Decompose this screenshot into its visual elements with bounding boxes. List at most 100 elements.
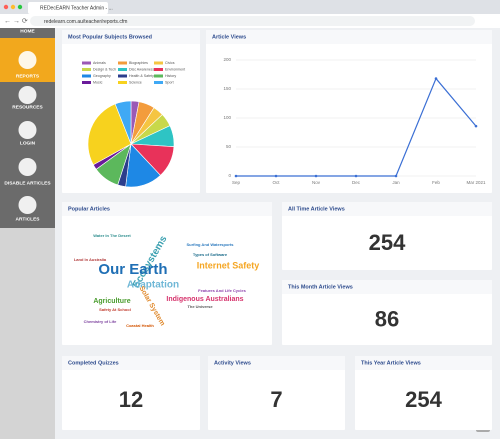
nav-icon[interactable]	[18, 158, 37, 176]
line-point	[274, 174, 278, 178]
legend-label: Civics	[165, 61, 175, 65]
nav-label[interactable]: HOME	[20, 28, 35, 34]
legend-swatch	[82, 68, 91, 71]
y-tick-label: 0	[228, 173, 231, 178]
card	[208, 356, 345, 430]
nav-label[interactable]: LOGIN	[20, 140, 36, 146]
card-title: All Time Article Views	[288, 206, 345, 212]
stat-value: 12	[119, 387, 143, 412]
card	[282, 280, 492, 345]
legend-swatch	[118, 61, 127, 65]
word[interactable]: Land In Australia	[74, 257, 107, 262]
word[interactable]: Water In The Desert	[93, 233, 131, 238]
window-close[interactable]	[3, 4, 9, 10]
nav-label[interactable]: ARTICLES	[16, 216, 41, 222]
word[interactable]: Internet Safety	[197, 260, 260, 270]
x-tick-label: Nov	[312, 180, 321, 185]
legend-swatch	[118, 81, 127, 84]
word[interactable]: Agriculture	[93, 298, 130, 305]
legend-swatch	[82, 81, 91, 84]
card-title: This Year Article Views	[361, 360, 421, 366]
card	[206, 30, 492, 193]
word[interactable]: Chemistry of Life	[84, 319, 117, 324]
card-header	[62, 356, 200, 370]
legend-swatch	[118, 74, 127, 78]
sidebar-empty	[0, 228, 55, 439]
nav-icon[interactable]	[18, 86, 37, 104]
x-tick-label: Feb	[432, 180, 440, 185]
nav-label[interactable]: REPORTS	[16, 73, 40, 79]
x-tick-label: Oct	[272, 180, 280, 185]
card-title: Popular Articles	[68, 206, 110, 212]
tab[interactable]	[28, 2, 108, 14]
window-minimize[interactable]	[10, 4, 16, 10]
tab-title: REDecEARN Teacher Admin - ...	[40, 5, 113, 11]
word[interactable]: Surfing And Watersports	[186, 242, 234, 247]
y-tick-label: 150	[223, 86, 231, 91]
pie-slice	[114, 100, 132, 145]
word[interactable]: Features And Life Cycles	[198, 288, 246, 293]
word[interactable]: Adaptation	[127, 280, 179, 291]
word[interactable]: Types of Software	[193, 252, 228, 257]
card	[355, 356, 492, 430]
line-point	[314, 174, 318, 178]
window-zoom[interactable]	[17, 4, 23, 10]
legend-label: Biographies	[129, 61, 148, 65]
nav-buttons[interactable]: ← → ⟳	[4, 18, 28, 25]
word[interactable]: Safety At School	[99, 307, 131, 312]
line-point	[354, 174, 358, 178]
y-tick-label: 100	[223, 115, 231, 120]
legend-swatch	[154, 74, 163, 78]
legend-label: Design & Tech	[93, 67, 116, 71]
stat-value: 254	[405, 387, 442, 412]
legend-label: Disc Awareness	[129, 67, 155, 71]
legend-swatch	[82, 61, 91, 65]
nav-label[interactable]: RESOURCES	[12, 104, 43, 110]
legend-label: Environment	[165, 67, 185, 71]
card-title: This Month Article Views	[288, 284, 353, 290]
legend-label: History	[165, 74, 176, 78]
card	[62, 356, 200, 430]
card-title: Activity Views	[214, 360, 251, 366]
card-title: Most Popular Subjects Browsed	[68, 34, 152, 40]
word[interactable]: Our Earth	[98, 261, 167, 278]
pie-slice	[87, 103, 132, 166]
y-tick-label: 50	[226, 144, 232, 149]
card-header	[355, 356, 492, 370]
nav-icon[interactable]	[18, 51, 37, 69]
url-bar[interactable]	[30, 16, 475, 26]
legend-swatch	[154, 81, 163, 84]
card-header	[282, 280, 492, 294]
legend-swatch	[154, 61, 163, 65]
card-header	[62, 202, 272, 216]
legend-label: Science	[129, 80, 142, 84]
nav-icon[interactable]	[18, 196, 37, 214]
nav-label[interactable]: DISABLE ARTICLES	[4, 180, 51, 186]
word[interactable]: Coastal Health	[126, 323, 154, 328]
x-tick-label: Sep	[232, 180, 241, 185]
line-point	[234, 174, 238, 178]
stat-value: 86	[375, 306, 399, 331]
stat-value: 254	[369, 230, 406, 255]
legend-label: Animals	[93, 61, 106, 65]
x-tick-label: Jan	[392, 180, 400, 185]
url: redelearn.com.au/teacher/reports.cfm	[44, 19, 127, 25]
card-header	[62, 30, 200, 44]
card-title: Article Views	[212, 34, 246, 40]
card-header	[208, 356, 345, 370]
legend-label: Music	[93, 80, 103, 84]
nav-icon[interactable]	[18, 121, 37, 139]
card	[62, 202, 272, 345]
y-tick-label: 200	[223, 57, 231, 62]
x-tick-label: Dec	[352, 180, 361, 185]
card	[282, 202, 492, 270]
card-header	[282, 202, 492, 216]
word[interactable]: The Universe	[187, 304, 213, 309]
tab-bar	[0, 0, 500, 14]
legend-swatch	[118, 68, 127, 71]
x-tick-label: Mar 2021	[466, 180, 486, 185]
line-point	[474, 124, 478, 128]
word[interactable]: Indigenous Australians	[166, 296, 243, 303]
